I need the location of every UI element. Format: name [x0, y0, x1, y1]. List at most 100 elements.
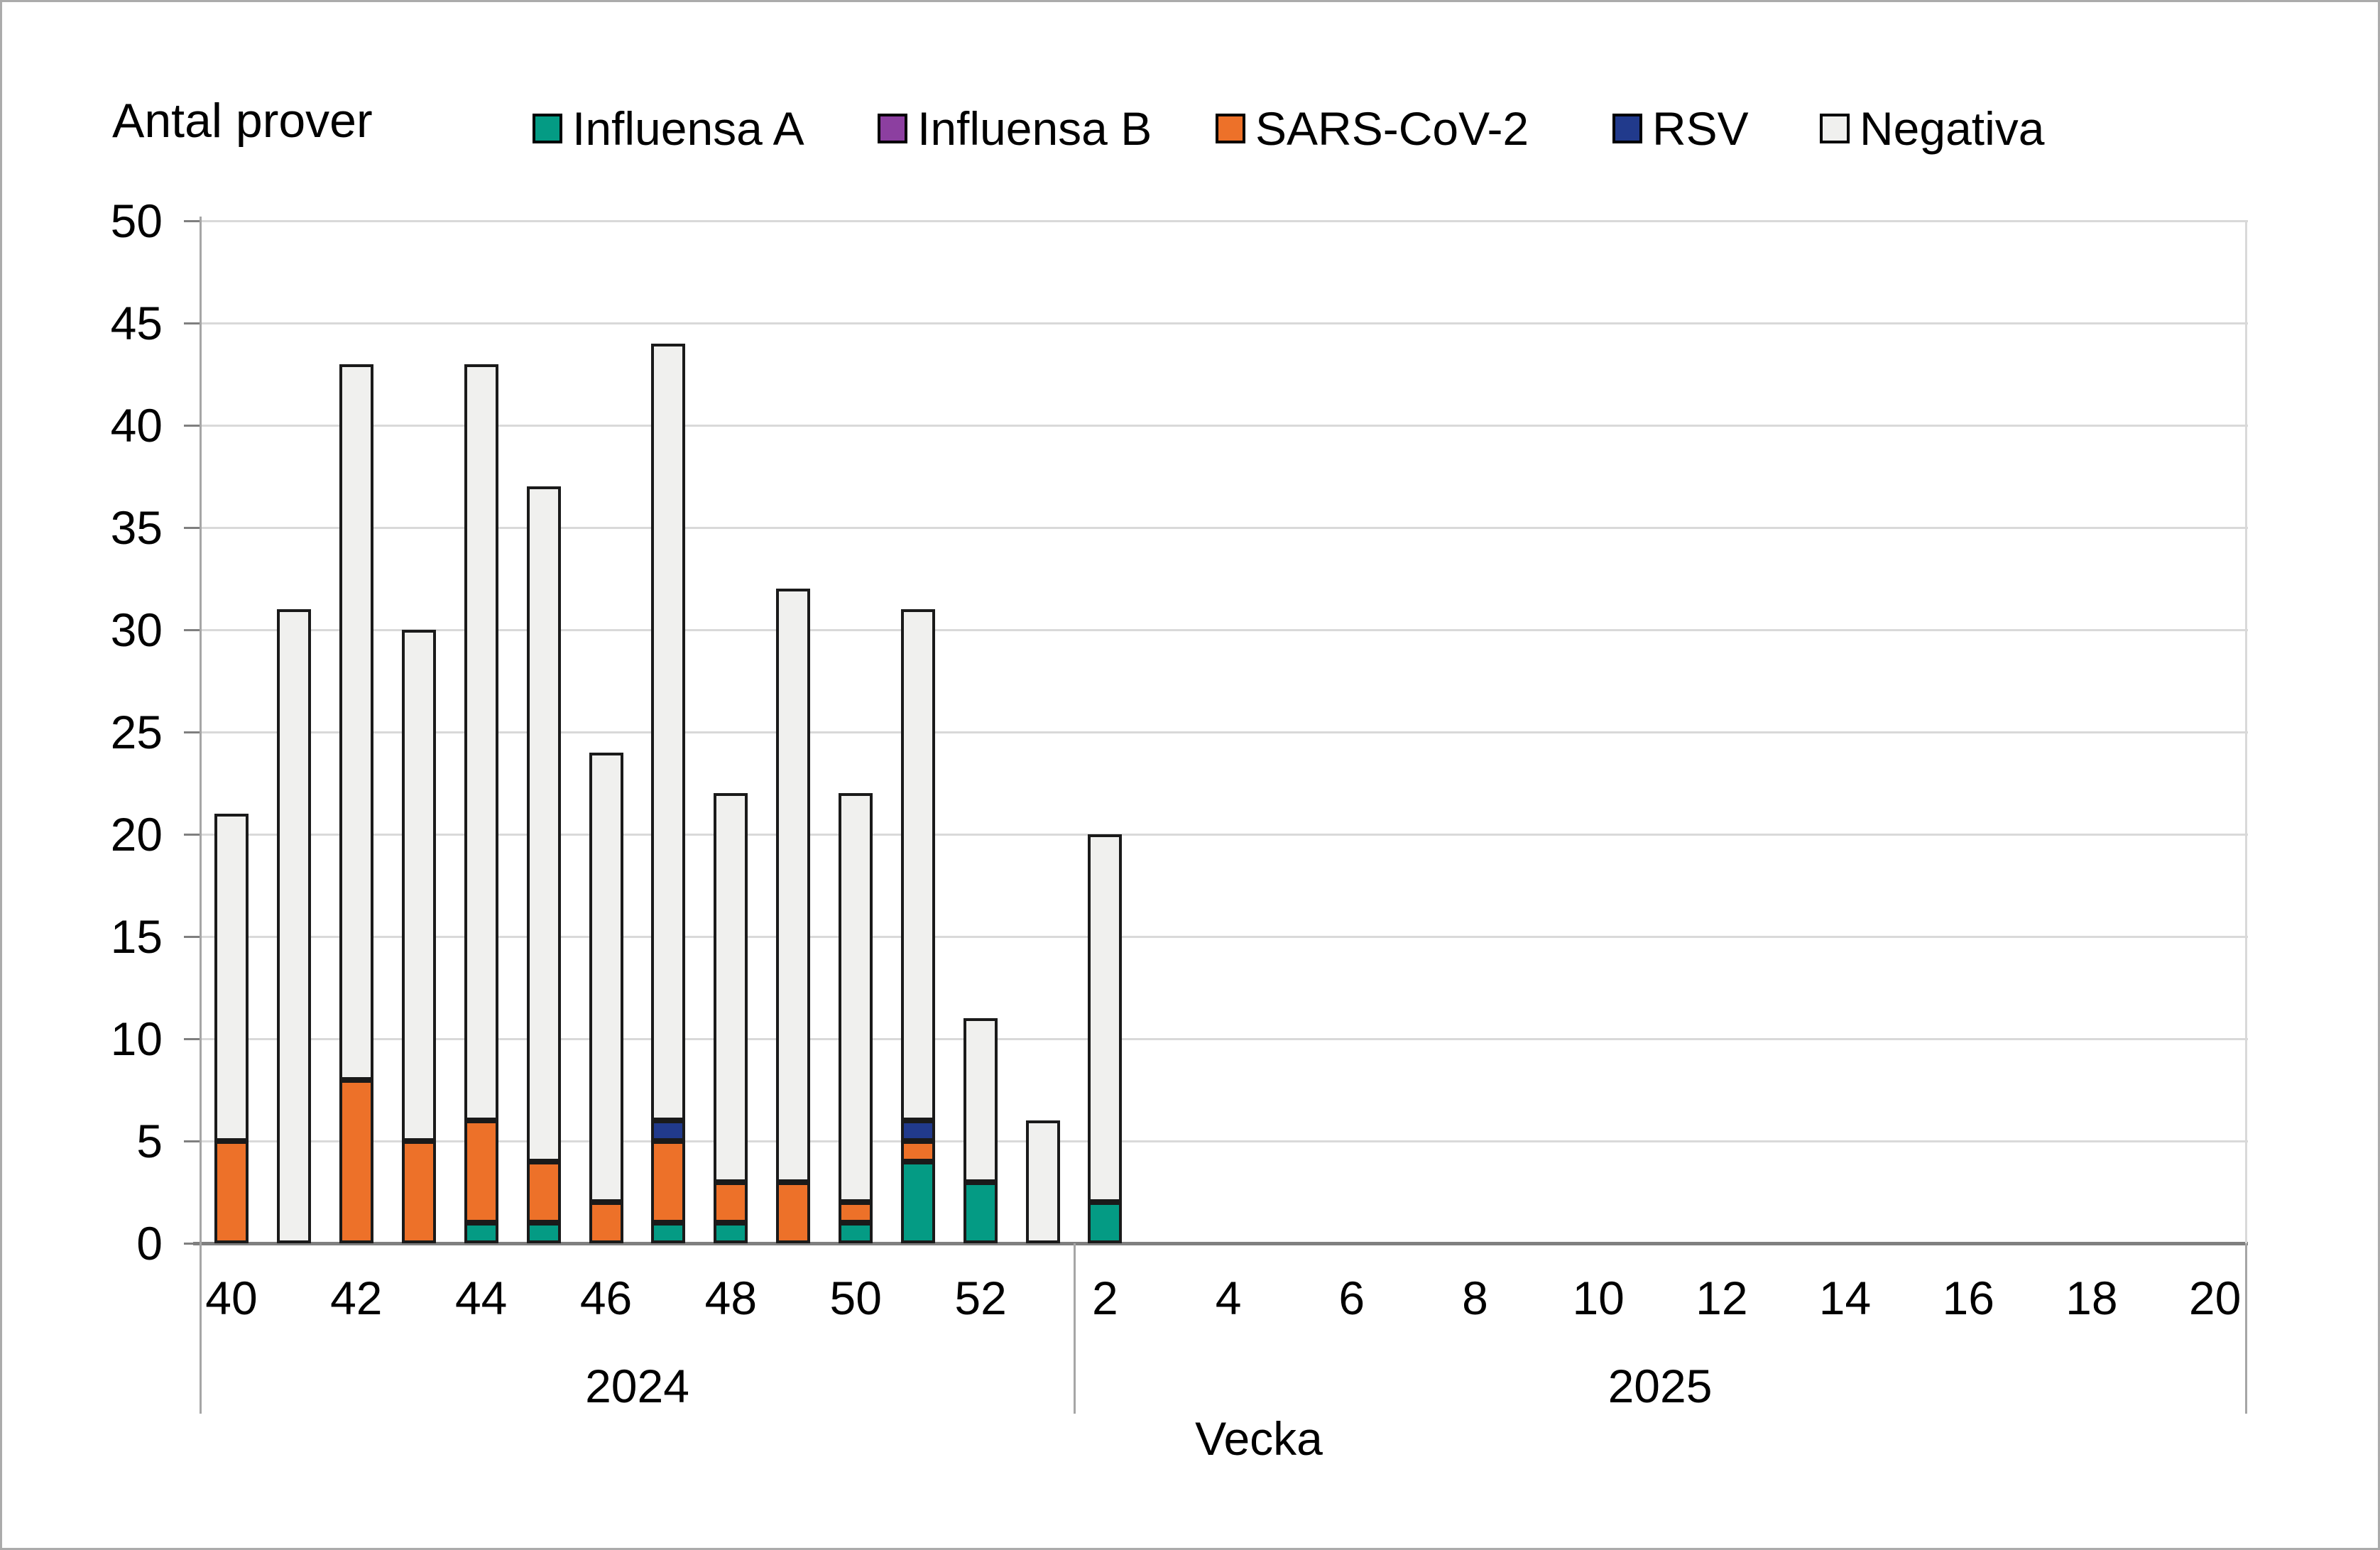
bar-segment-influensa-a-w45	[526, 1223, 561, 1243]
axis-right-border-line	[2245, 1243, 2247, 1414]
gridline-10	[200, 1038, 2248, 1040]
week-label-2024-42: 42	[330, 1272, 383, 1324]
y-tick-label: 15	[110, 910, 163, 963]
year-label-2025: 2025	[1607, 1360, 1713, 1412]
influensa-a-swatch-icon	[533, 114, 562, 143]
y-tick-label: 30	[110, 604, 163, 656]
bar-segment-influensa-a-w44	[464, 1223, 498, 1243]
legend-item-rsv: RSV	[1612, 105, 1749, 152]
bar-segment-negativa-w51	[901, 609, 936, 1121]
y-axis-tick	[184, 220, 200, 222]
bar-segment-negativa-w44	[464, 364, 498, 1121]
legend-item-negativa: Negativa	[1820, 105, 2045, 152]
y-tick-label: 20	[110, 808, 163, 861]
bar-segment-negativa-w53	[1026, 1120, 1061, 1243]
bar-segment-sars-cov-2-w40	[214, 1141, 249, 1243]
gridline-25	[200, 731, 2248, 733]
bar-segment-sars-cov-2-w43	[401, 1141, 436, 1243]
gridline-40	[200, 425, 2248, 427]
legend-label: Negativa	[1860, 102, 2045, 155]
legend-item-sars-cov-2: SARS-CoV-2	[1216, 105, 1529, 152]
week-label-2025-2: 2	[1092, 1272, 1118, 1324]
y-axis-tick	[184, 1140, 200, 1142]
y-axis-tick	[184, 731, 200, 733]
bar-segment-sars-cov-2-w45	[526, 1161, 561, 1223]
bar-segment-negativa-w52	[964, 1018, 998, 1182]
y-axis-tick	[184, 527, 200, 529]
gridline-20	[200, 834, 2248, 836]
y-tick-label: 40	[110, 399, 163, 452]
y-axis-tick	[184, 629, 200, 631]
week-label-2025-4: 4	[1215, 1272, 1242, 1324]
y-tick-label: 50	[110, 195, 163, 247]
gridline-5	[200, 1140, 2248, 1142]
bar-segment-sars-cov-2-w49	[776, 1181, 811, 1243]
week-label-2024-52: 52	[954, 1272, 1007, 1324]
y-axis-tick	[184, 1038, 200, 1040]
bar-segment-negativa-w40	[214, 814, 249, 1141]
week-label-2025-18: 18	[2065, 1272, 2118, 1324]
bar-segment-negativa-w47	[651, 343, 686, 1121]
y-tick-label: 25	[110, 706, 163, 758]
bar-segment-negativa-w49	[776, 589, 811, 1182]
bar-segment-negativa-w48	[714, 793, 748, 1182]
bar-segment-sars-cov-2-w46	[589, 1202, 623, 1243]
bar-segment-sars-cov-2-w47	[651, 1141, 686, 1223]
y-tick-label: 45	[110, 297, 163, 349]
week-label-2025-6: 6	[1338, 1272, 1365, 1324]
y-axis-tick	[184, 936, 200, 938]
x-axis-title: Vecka	[1195, 1412, 1323, 1465]
y-tick-label: 10	[110, 1013, 163, 1065]
influensa-b-swatch-icon	[878, 114, 907, 143]
bar-segment-sars-cov-2-w42	[339, 1079, 373, 1243]
bar-segment-negativa-w45	[526, 486, 561, 1162]
bar-segment-sars-cov-2-w50	[839, 1202, 873, 1223]
week-label-2025-8: 8	[1462, 1272, 1488, 1324]
gridline-35	[200, 527, 2248, 529]
bar-segment-influensa-a-w51	[901, 1161, 936, 1243]
gridline-15	[200, 936, 2248, 938]
week-label-2025-16: 16	[1942, 1272, 1994, 1324]
week-label-2025-10: 10	[1572, 1272, 1625, 1324]
bar-segment-sars-cov-2-w51	[901, 1141, 936, 1162]
bar-segment-negativa-w41	[276, 609, 311, 1243]
year-label-2024: 2024	[585, 1360, 689, 1412]
bar-segment-rsv-w51	[901, 1120, 936, 1141]
bar-segment-influensa-a-w52	[964, 1181, 998, 1243]
y-tick-label: 35	[110, 501, 163, 554]
legend-label: RSV	[1652, 102, 1749, 155]
legend-item-influensa-a: Influensa A	[533, 105, 804, 152]
bar-segment-sars-cov-2-w48	[714, 1181, 748, 1223]
chart-title: Antal prover	[112, 94, 373, 148]
bar-segment-negativa-w46	[589, 752, 623, 1203]
y-axis-line	[200, 217, 202, 1414]
week-label-2025-12: 12	[1696, 1272, 1748, 1324]
y-axis-tick	[184, 834, 200, 836]
y-axis-tick	[184, 1243, 200, 1245]
plot-right-edge	[2245, 221, 2247, 1243]
week-label-2024-48: 48	[704, 1272, 758, 1324]
gridline-30	[200, 629, 2248, 631]
week-label-2025-14: 14	[1818, 1272, 1872, 1324]
week-label-2024-50: 50	[829, 1272, 882, 1324]
week-label-2024-40: 40	[205, 1272, 258, 1324]
week-label-2024-46: 46	[579, 1272, 633, 1324]
bar-segment-negativa-w42	[339, 364, 373, 1080]
bar-segment-influensa-a-w50	[839, 1223, 873, 1243]
y-axis-tick	[184, 322, 200, 324]
year-separator-line	[1074, 1243, 1076, 1414]
bar-segment-influensa-a-w47	[651, 1223, 686, 1243]
legend-label: Influensa B	[917, 102, 1152, 155]
y-tick-label: 5	[136, 1115, 163, 1167]
bar-segment-rsv-w47	[651, 1120, 686, 1141]
bar-segment-negativa-w2	[1088, 834, 1123, 1203]
legend-label: Influensa A	[572, 102, 804, 155]
y-axis-tick	[184, 425, 200, 427]
week-label-2024-44: 44	[454, 1272, 508, 1324]
sars-cov-2-swatch-icon	[1216, 114, 1245, 143]
x-axis-baseline	[193, 1242, 2248, 1245]
rsv-swatch-icon	[1612, 114, 1642, 143]
gridline-50	[200, 220, 2248, 222]
legend-label: SARS-CoV-2	[1255, 102, 1529, 155]
